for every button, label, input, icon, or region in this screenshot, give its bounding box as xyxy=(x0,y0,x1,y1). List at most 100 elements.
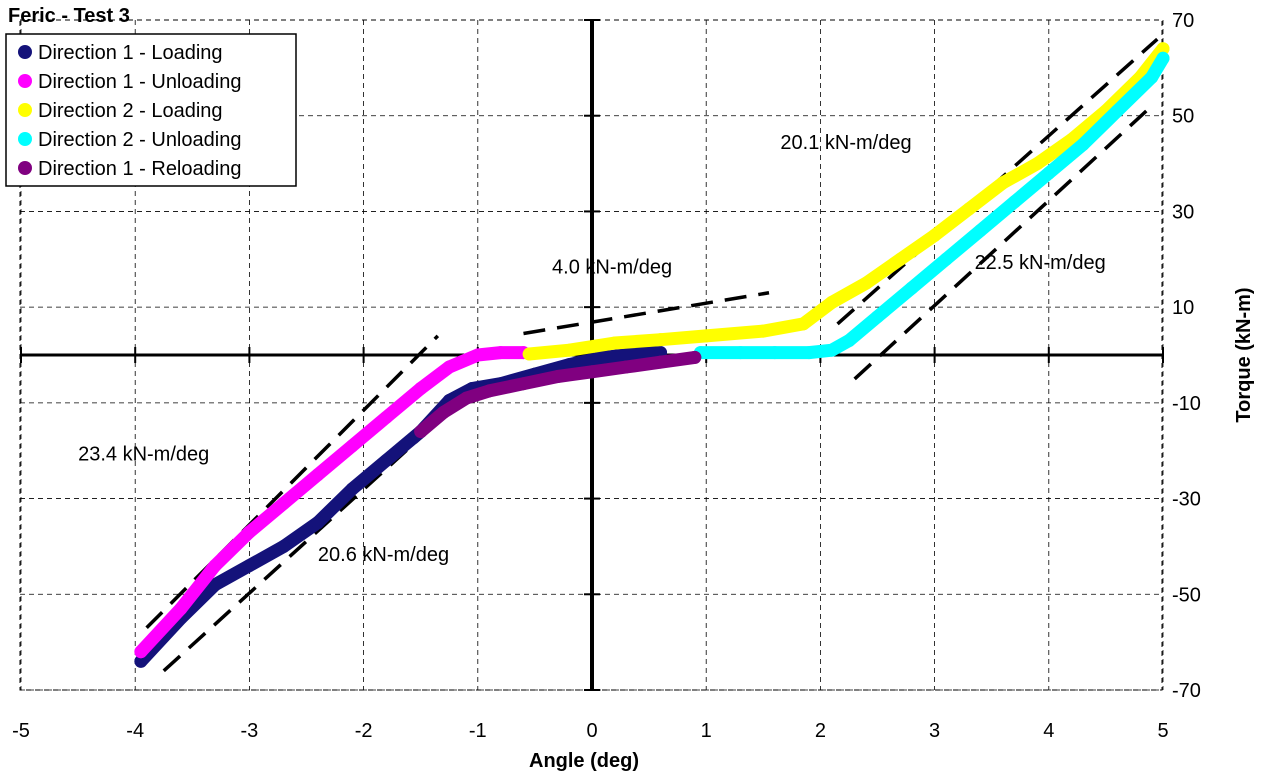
slope-annotation: 23.4 kN-m/deg xyxy=(78,443,209,465)
series-2 xyxy=(134,346,530,659)
data-point xyxy=(242,525,256,539)
y-tick-label: -50 xyxy=(1172,584,1201,606)
data-point xyxy=(134,645,148,659)
legend-entry: Direction 1 - Loading xyxy=(38,42,223,64)
data-point xyxy=(208,578,222,592)
y-tick-label: -70 xyxy=(1172,680,1201,702)
data-point xyxy=(1076,137,1090,151)
series-5 xyxy=(414,350,702,439)
x-axis-title: Angle (deg) xyxy=(529,750,639,772)
data-point xyxy=(1110,104,1124,118)
data-point xyxy=(1156,42,1170,56)
data-point xyxy=(631,347,645,361)
data-point xyxy=(699,329,713,343)
data-point xyxy=(619,360,633,374)
data-point xyxy=(688,350,702,364)
data-point xyxy=(825,295,839,309)
series-line xyxy=(522,42,1170,361)
data-point xyxy=(859,276,873,290)
x-tick-label: 4 xyxy=(1043,720,1054,742)
series-line xyxy=(694,51,1170,360)
data-point xyxy=(551,370,565,384)
legend-marker xyxy=(18,103,32,117)
data-point xyxy=(962,202,976,216)
data-point xyxy=(796,317,810,331)
data-point xyxy=(311,516,325,529)
slope-annotation: 20.1 kN-m/deg xyxy=(780,132,911,154)
x-tick-label: 1 xyxy=(701,720,712,742)
data-point xyxy=(654,355,668,369)
data-point xyxy=(471,348,485,362)
data-point xyxy=(802,346,816,360)
legend-entry: Direction 1 - Reloading xyxy=(38,158,241,180)
data-point xyxy=(596,350,610,364)
x-tick-label: -1 xyxy=(469,720,487,742)
data-point xyxy=(311,468,325,482)
series-1 xyxy=(134,346,668,668)
x-tick-label: -4 xyxy=(126,720,144,742)
y-tick-label: 10 xyxy=(1172,297,1194,319)
slope-annotation: 4.0 kN-m/deg xyxy=(552,257,672,279)
y-tick-label: -30 xyxy=(1172,489,1201,511)
data-point xyxy=(442,360,456,374)
legend-marker xyxy=(18,132,32,146)
data-point xyxy=(585,365,599,379)
y-tick-label: -10 xyxy=(1172,393,1201,415)
data-point xyxy=(379,410,393,424)
stiffness-reference-line xyxy=(145,334,440,630)
data-point xyxy=(522,347,536,361)
data-point xyxy=(494,346,508,360)
legend-entry: Direction 2 - Loading xyxy=(38,100,223,122)
data-point xyxy=(208,559,222,573)
data-point xyxy=(174,602,188,616)
data-point xyxy=(562,343,576,357)
data-point xyxy=(825,343,839,357)
data-point xyxy=(277,496,291,510)
series-line xyxy=(414,350,702,439)
data-point xyxy=(973,224,987,238)
series-4 xyxy=(693,51,1170,360)
x-tick-label: 0 xyxy=(586,720,597,742)
data-point xyxy=(756,324,770,338)
data-point xyxy=(242,559,256,573)
x-tick-label: -3 xyxy=(241,720,259,742)
legend-marker xyxy=(18,161,32,175)
data-point xyxy=(893,252,907,266)
legend-entry: Direction 1 - Unloading xyxy=(38,71,241,93)
data-point xyxy=(562,358,576,372)
data-point xyxy=(928,228,942,242)
data-point xyxy=(414,425,428,439)
data-point xyxy=(1042,166,1056,180)
data-point xyxy=(345,482,359,496)
y-tick-label: 70 xyxy=(1172,10,1194,32)
data-point xyxy=(134,654,148,668)
data-point xyxy=(437,405,451,419)
slope-annotation: 20.6 kN-m/deg xyxy=(318,544,449,566)
annotations: 4.0 kN-m/deg 20.1 kN-m/deg 22.5 kN-m/deg 23… xyxy=(78,132,1106,566)
data-point xyxy=(871,310,884,324)
legend: Direction 1 - Loading Direction 1 - Unloa… xyxy=(5,33,297,187)
data-point xyxy=(608,336,622,350)
y-tick-label: 50 xyxy=(1172,106,1194,128)
legend-entry: Direction 2 - Unloading xyxy=(38,129,241,151)
x-tick-label: 2 xyxy=(815,720,826,742)
y-tick-label: 30 xyxy=(1172,201,1194,223)
x-tick-label: 3 xyxy=(929,720,940,742)
data-point xyxy=(768,346,782,360)
series-3 xyxy=(522,42,1170,361)
legend-marker xyxy=(18,74,32,88)
data-point xyxy=(996,176,1010,190)
data-point xyxy=(1145,70,1159,84)
data-point xyxy=(1030,157,1044,171)
slope-annotation: 22.5 kN-m/deg xyxy=(975,252,1106,274)
series-layer xyxy=(134,42,1170,668)
data-point xyxy=(345,439,359,453)
data-point xyxy=(1156,51,1170,65)
data-point xyxy=(516,377,530,391)
data-point xyxy=(1008,195,1022,209)
data-point xyxy=(654,333,668,347)
data-point xyxy=(482,384,496,398)
data-point xyxy=(379,453,393,467)
